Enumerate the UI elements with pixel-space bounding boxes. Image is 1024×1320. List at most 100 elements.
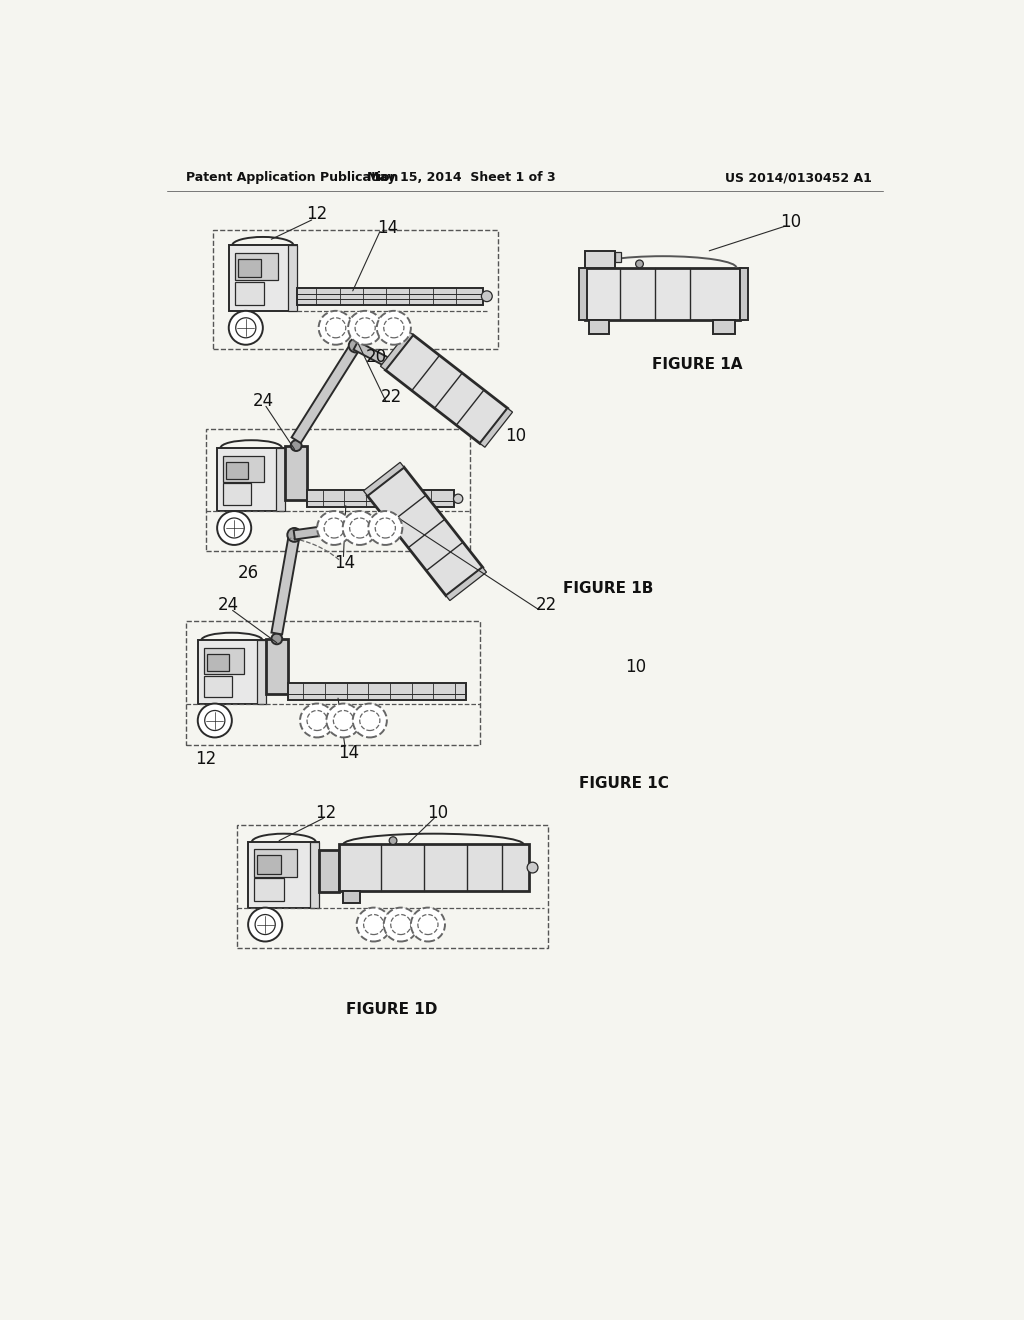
Circle shape bbox=[355, 318, 375, 338]
Bar bbox=[586, 251, 614, 268]
Bar bbox=[614, 252, 621, 261]
Circle shape bbox=[349, 339, 362, 352]
Text: 10: 10 bbox=[625, 657, 646, 676]
Circle shape bbox=[384, 318, 403, 338]
Circle shape bbox=[327, 704, 360, 738]
Bar bbox=[343, 891, 359, 903]
Text: 20: 20 bbox=[366, 348, 387, 366]
Circle shape bbox=[228, 312, 263, 345]
Text: 12: 12 bbox=[306, 205, 327, 223]
Text: 10: 10 bbox=[427, 804, 449, 822]
Bar bbox=[579, 268, 587, 321]
Bar bbox=[586, 268, 740, 321]
Circle shape bbox=[369, 511, 402, 545]
Circle shape bbox=[352, 704, 387, 738]
Polygon shape bbox=[292, 343, 360, 444]
Bar bbox=[223, 455, 263, 482]
Circle shape bbox=[359, 710, 380, 730]
Bar bbox=[713, 321, 735, 334]
Circle shape bbox=[271, 634, 283, 644]
Bar bbox=[213, 230, 499, 350]
Text: US 2014/0130452 A1: US 2014/0130452 A1 bbox=[725, 172, 872, 185]
Bar bbox=[307, 490, 455, 507]
Bar bbox=[207, 655, 228, 671]
Text: FIGURE 1D: FIGURE 1D bbox=[346, 1002, 437, 1016]
Circle shape bbox=[636, 260, 643, 268]
Text: 14: 14 bbox=[335, 553, 355, 572]
Polygon shape bbox=[385, 335, 508, 444]
Circle shape bbox=[389, 837, 397, 845]
Bar bbox=[589, 321, 608, 334]
Text: 22: 22 bbox=[536, 597, 557, 614]
Circle shape bbox=[326, 318, 346, 338]
Circle shape bbox=[481, 290, 493, 302]
Bar bbox=[238, 259, 261, 277]
Polygon shape bbox=[353, 342, 433, 389]
Text: 14: 14 bbox=[338, 744, 359, 762]
Polygon shape bbox=[381, 331, 413, 370]
Bar bbox=[310, 842, 319, 908]
Circle shape bbox=[454, 494, 463, 503]
Text: FIGURE 1A: FIGURE 1A bbox=[652, 358, 742, 372]
Circle shape bbox=[307, 710, 328, 730]
Bar bbox=[276, 447, 286, 511]
Bar bbox=[254, 849, 297, 876]
Circle shape bbox=[391, 915, 411, 935]
Circle shape bbox=[217, 511, 251, 545]
Bar bbox=[234, 281, 264, 305]
Bar bbox=[339, 845, 528, 891]
Polygon shape bbox=[364, 462, 403, 495]
Circle shape bbox=[384, 908, 418, 941]
Polygon shape bbox=[480, 408, 513, 447]
Bar bbox=[266, 639, 288, 694]
Polygon shape bbox=[368, 467, 482, 595]
Circle shape bbox=[198, 704, 231, 738]
Bar bbox=[257, 640, 266, 704]
Polygon shape bbox=[294, 515, 402, 540]
Bar bbox=[319, 850, 339, 892]
Circle shape bbox=[236, 318, 256, 338]
Circle shape bbox=[300, 704, 334, 738]
Bar bbox=[288, 246, 297, 312]
Text: 10: 10 bbox=[505, 426, 526, 445]
Text: FIGURE 1C: FIGURE 1C bbox=[579, 776, 669, 791]
Text: 24: 24 bbox=[218, 597, 240, 614]
Circle shape bbox=[377, 312, 411, 345]
Bar bbox=[740, 268, 748, 321]
Text: 10: 10 bbox=[780, 213, 801, 231]
Text: 12: 12 bbox=[315, 804, 336, 822]
Text: 22: 22 bbox=[381, 388, 402, 407]
Bar bbox=[186, 622, 480, 744]
Bar bbox=[204, 648, 245, 675]
Circle shape bbox=[356, 908, 391, 941]
Circle shape bbox=[255, 915, 275, 935]
Circle shape bbox=[375, 517, 395, 539]
Circle shape bbox=[396, 515, 408, 525]
Polygon shape bbox=[271, 535, 300, 635]
Bar bbox=[297, 288, 483, 305]
Circle shape bbox=[343, 511, 377, 545]
Bar bbox=[254, 878, 284, 902]
Bar bbox=[198, 640, 266, 704]
Circle shape bbox=[205, 710, 225, 730]
Text: 24: 24 bbox=[253, 392, 274, 411]
Circle shape bbox=[317, 511, 351, 545]
Circle shape bbox=[324, 517, 344, 539]
Circle shape bbox=[318, 312, 352, 345]
Circle shape bbox=[248, 908, 283, 941]
Bar bbox=[257, 855, 281, 874]
Circle shape bbox=[348, 312, 382, 345]
Circle shape bbox=[411, 908, 445, 941]
Text: 14: 14 bbox=[377, 219, 398, 236]
Text: FIGURE 1B: FIGURE 1B bbox=[563, 581, 653, 595]
Bar bbox=[206, 429, 470, 552]
Circle shape bbox=[527, 862, 538, 873]
Circle shape bbox=[291, 441, 302, 451]
Text: May 15, 2014  Sheet 1 of 3: May 15, 2014 Sheet 1 of 3 bbox=[367, 172, 556, 185]
Bar bbox=[226, 462, 248, 479]
Circle shape bbox=[418, 915, 438, 935]
Circle shape bbox=[288, 528, 301, 541]
Bar bbox=[286, 446, 307, 499]
Bar bbox=[204, 676, 231, 697]
Text: Patent Application Publication: Patent Application Publication bbox=[186, 172, 398, 185]
